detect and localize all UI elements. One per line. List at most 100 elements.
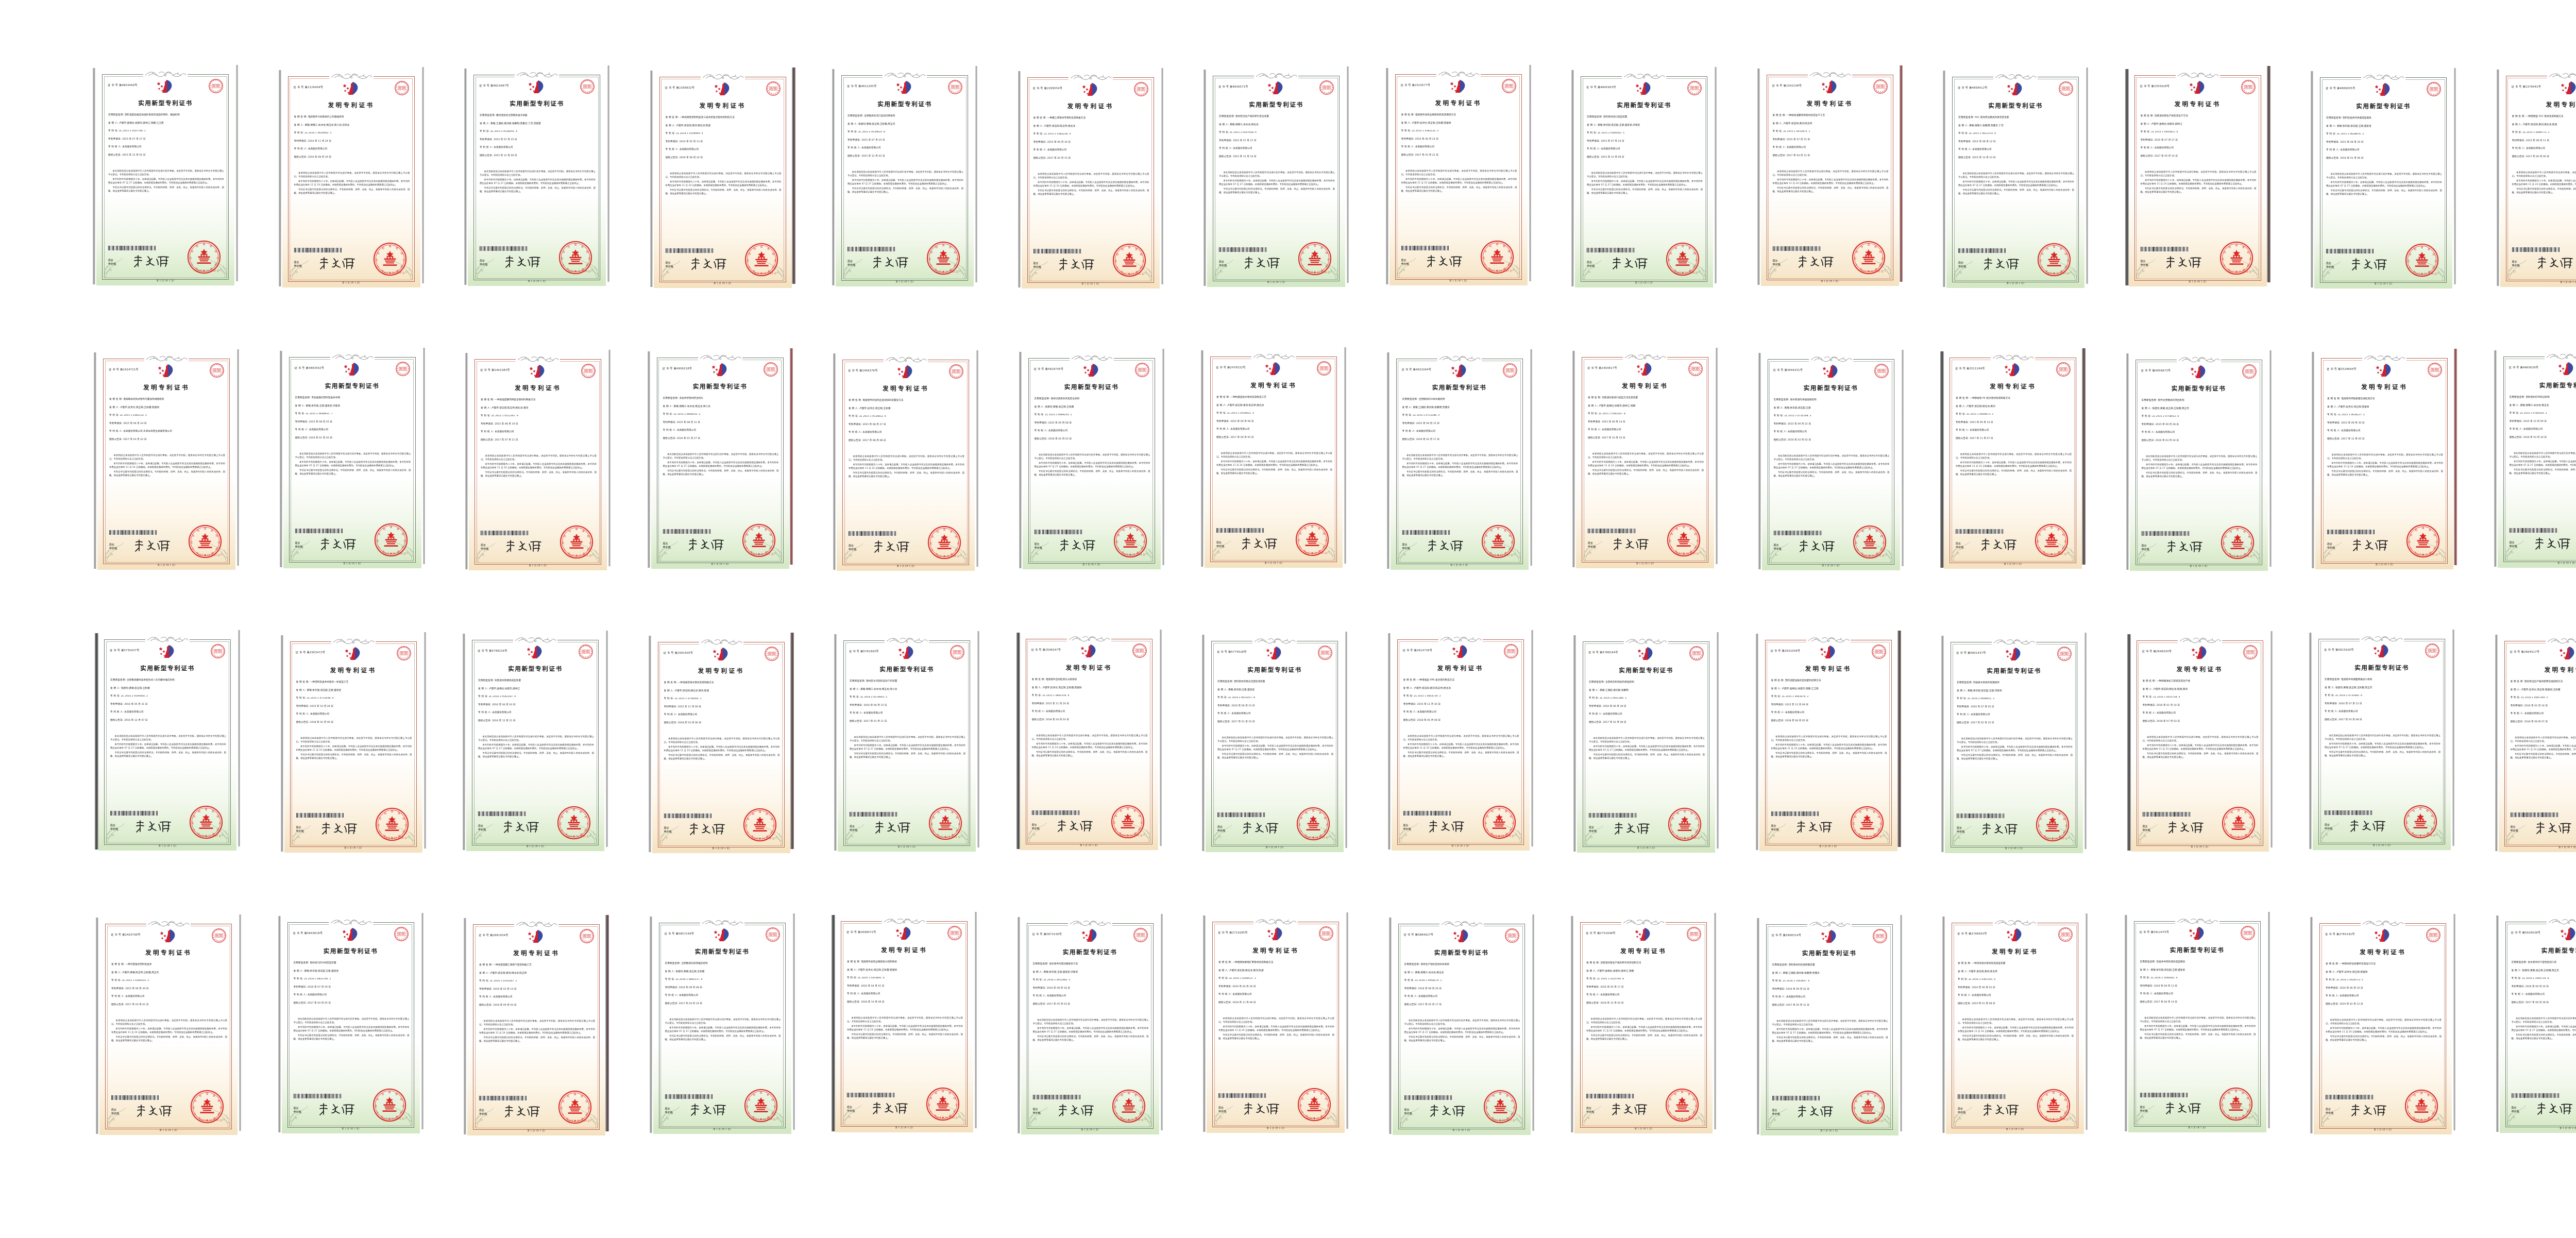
patent-certificate[interactable]: 证 书 号 第5774528号 [1202,632,1347,852]
svg-text:和: 和 [935,246,938,249]
page-edge-right [2453,914,2455,1130]
field-row-inventor: 发 明 人: 张建均;黄曜;袁正辉;王秋霜 [110,687,226,690]
patent-certificate[interactable]: 证 书 号 第2476532号 [1201,347,1346,568]
patent-certificate[interactable]: 证 书 号 第2310577号 [1385,65,1531,285]
patent-certificate[interactable]: 证 书 号 第4823487号 [464,65,609,286]
patent-certificate[interactable]: 证 书 号 第5898314号 [1756,915,1902,1135]
patent-certificate[interactable]: 证 书 号 第2403796号 [96,914,241,1135]
patent-certificate[interactable]: 证 书 号 第5884927号 [1388,914,1534,1135]
certificate-title: 实用新型专利证书 [2541,947,2576,954]
svg-text:华: 华 [2413,270,2416,274]
patent-certificate[interactable]: 证 书 号 第5801437号 [1941,633,2087,853]
patent-certificate[interactable]: 证 书 号 第5871536号 [1017,914,1163,1134]
ornament-flourish-icon [2176,355,2221,364]
patent-certificate[interactable]: 证 书 号 第2289554号 [1018,68,1163,289]
ornament-corner-icon [1214,259,1235,280]
patent-certificate[interactable]: 证 书 号 第2648293号 [2127,631,2273,852]
certificate-body-text: 本实用新型经过本局依照中华人民共和国专利法进行初步审查，决定授予专利权，颁发本证… [2325,735,2441,759]
patent-certificate[interactable]: 证 书 号 第5815926号 [2309,630,2454,850]
field-row-name: 发 明 名 称: 一种耐高温聚丙烯管材及其生产工艺 [1773,114,1889,117]
patent-certificate[interactable]: 证 书 号 第5843618号 [278,913,423,1133]
patent-certificate[interactable]: 证 书 号 第4858412号 [1943,67,2088,288]
cnipa-logo-icon [2003,362,2023,377]
patent-certificate[interactable]: 证 书 号 第2563472号 [280,632,426,853]
patent-certificate[interactable]: 证 书 号 第2748563号 [1942,913,2088,1134]
page-footer: 第 1 页 (共 1 页) [2190,565,2208,567]
patent-certificate[interactable]: 证 书 号 第2614726号 [1387,630,1533,851]
national-emblem-seal-icon: 国 家 知 识 产 权 和 共 民 人 华 中 [1112,1089,1146,1123]
registration-stamp-icon [1871,644,1887,659]
certificate-number: 证 书 号 第2126404号 [293,86,324,89]
body-paragraph: 本专利的专利权期限为十年，自申请日起算。专利权人应当依照专利法及其实施细则规定缴… [478,743,594,750]
registration-stamp-icon [2241,79,2256,95]
patent-certificate[interactable]: 证 书 号 第4812265号 [832,66,977,286]
patent-certificate[interactable]: 证 书 号 第2631058号 [1755,631,1901,851]
patent-certificate[interactable]: 证 书 号 第2493817号 [1572,348,1718,568]
patent-certificate[interactable]: 证 书 号 第2731648号 [1571,913,1716,1133]
patent-certificate[interactable]: 证 书 号 第2698472号 [832,912,977,1132]
ornament-corner-icon [844,823,866,845]
field-label-grant-date: 授权公告日: [663,437,676,440]
svg-text:国: 国 [389,525,392,529]
patent-certificate[interactable]: 证 书 号 第4956873号 [2126,350,2272,571]
patent-certificate[interactable]: 证 书 号 第5748216号 [463,631,608,851]
svg-text:国: 国 [206,1092,209,1095]
patent-certificate[interactable]: 证 书 号 第2598347号 [1016,630,1162,850]
patent-certificate[interactable]: 证 书 号 第4803469号 [93,65,238,285]
field-value-patentee: 永高股份有限公司 [2526,147,2546,150]
patent-certificate[interactable]: 证 书 号 第4965639号 [2494,349,2576,568]
page-edge-left [1019,352,1022,568]
seal-date: 2017 年 02 月 15 日 [1121,273,1144,275]
patent-certificate[interactable]: 证 书 号 第4869935号 [2311,68,2456,289]
patent-certificate[interactable]: 证 书 号 第2126404号 [278,67,424,287]
field-label-grant-date: 授权公告日: [109,438,123,441]
patent-certificate[interactable]: 证 书 号 第4906218号 [647,348,793,569]
patent-certificate[interactable]: 证 书 号 第5735437号 [95,630,240,851]
patent-certificate[interactable]: 证 书 号 第2581905号 [648,633,794,853]
patent-certificate[interactable]: 证 书 号 第5761893号 [834,631,979,852]
patent-certificate[interactable]: 证 书 号 第2664517号 [2495,634,2576,852]
patent-certificate[interactable]: 证 书 号 第4893562号 [279,348,425,568]
patent-certificate[interactable]: 证 书 号 第2511249号 [1940,348,2086,569]
body-paragraph: 专利证书记载专利权登记时的法律状况。专利权的转移、质押、无效、终止、恢复和专利权… [480,186,596,193]
patent-certificate[interactable]: 证 书 号 第4845903号 [1571,67,1717,287]
patent-certificate[interactable]: 证 书 号 第4836571号 [1204,66,1349,287]
patent-certificate[interactable]: 证 书 号 第2355928号 [2125,66,2270,286]
barcode [1033,249,1081,253]
patent-certificate[interactable]: 证 书 号 第2681934号 [464,915,609,1135]
svg-text:国: 国 [942,244,945,247]
patent-certificate[interactable]: 证 书 号 第5857249号 [649,913,795,1134]
field-row-patent-no: 专 利 号: ZL 2015 2 0580562. 5 [1587,131,1703,134]
patent-certificate[interactable]: 证 书 号 第2166832号 [650,67,795,288]
svg-text:中: 中 [1496,269,1498,273]
patent-certificate[interactable]: 证 书 号 第2378441号 [2496,69,2576,287]
svg-text:中: 中 [1311,552,1314,555]
patent-certificate[interactable]: 证 书 号 第4944251号 [1758,350,1904,570]
svg-text:民: 民 [747,259,749,262]
certificate-body-text: 本发明经过本局依照中华人民共和国专利法进行审查，决定授予专利权，颁发本证书并在专… [1588,453,1704,478]
body-paragraph: 本专利的专利权期限为二十年，自申请日起算。专利权人应当依照专利法及其实施细则规定… [2142,744,2259,751]
field-row-name: 发 明 名 称: 电熔管件焊接质量在线检测方法 [2327,397,2443,400]
field-label-patent-no: 专 利 号: [1772,130,1783,133]
patent-certificate[interactable]: 证 书 号 第5912475号 [2124,912,2270,1132]
field-label-grant-date: 授权公告日: [480,154,493,157]
svg-text:民: 民 [190,541,193,544]
patent-certificate[interactable]: 证 书 号 第2441083号 [465,350,611,570]
patent-certificate[interactable]: 证 书 号 第2342108号 [1757,65,1903,286]
patent-certificate[interactable]: 证 书 号 第5788164号 [1573,632,1719,853]
certificate-number: 证 书 号 第5898314号 [1771,934,1802,937]
patent-certificate[interactable]: 证 书 号 第2424721号 [94,349,239,570]
patent-certificate[interactable]: 证 书 号 第5926038号 [2496,914,2576,1133]
svg-text:知: 知 [1323,532,1325,536]
patent-certificate[interactable]: 证 书 号 第4918745号 [1019,349,1164,569]
svg-text:产: 产 [586,263,589,267]
patent-certificate[interactable]: 证 书 号 第2528694号 [2312,349,2457,569]
svg-text:家: 家 [582,530,585,533]
patent-certificate[interactable]: 证 书 号 第2714285号 [1203,912,1348,1133]
body-paragraph: 专利证书记载专利权登记时的法律状况。专利权的转移、质押、无效、终止、恢复和专利权… [1218,1033,1334,1040]
field-row-grant-date: 授权公告日: 2016 年 03 月 30 日 [2510,436,2576,439]
patent-certificate[interactable]: 证 书 号 第2765192号 [2310,914,2455,1134]
field-row-inventor: 发 明 人: 黄曜;谢锦三;牟亦龙;梅玉龙;简小兵;孙凯永 [294,124,410,127]
patent-certificate[interactable]: 证 书 号 第2458376号 [833,350,978,571]
patent-certificate[interactable]: 证 书 号 第4931064号 [1386,349,1532,570]
